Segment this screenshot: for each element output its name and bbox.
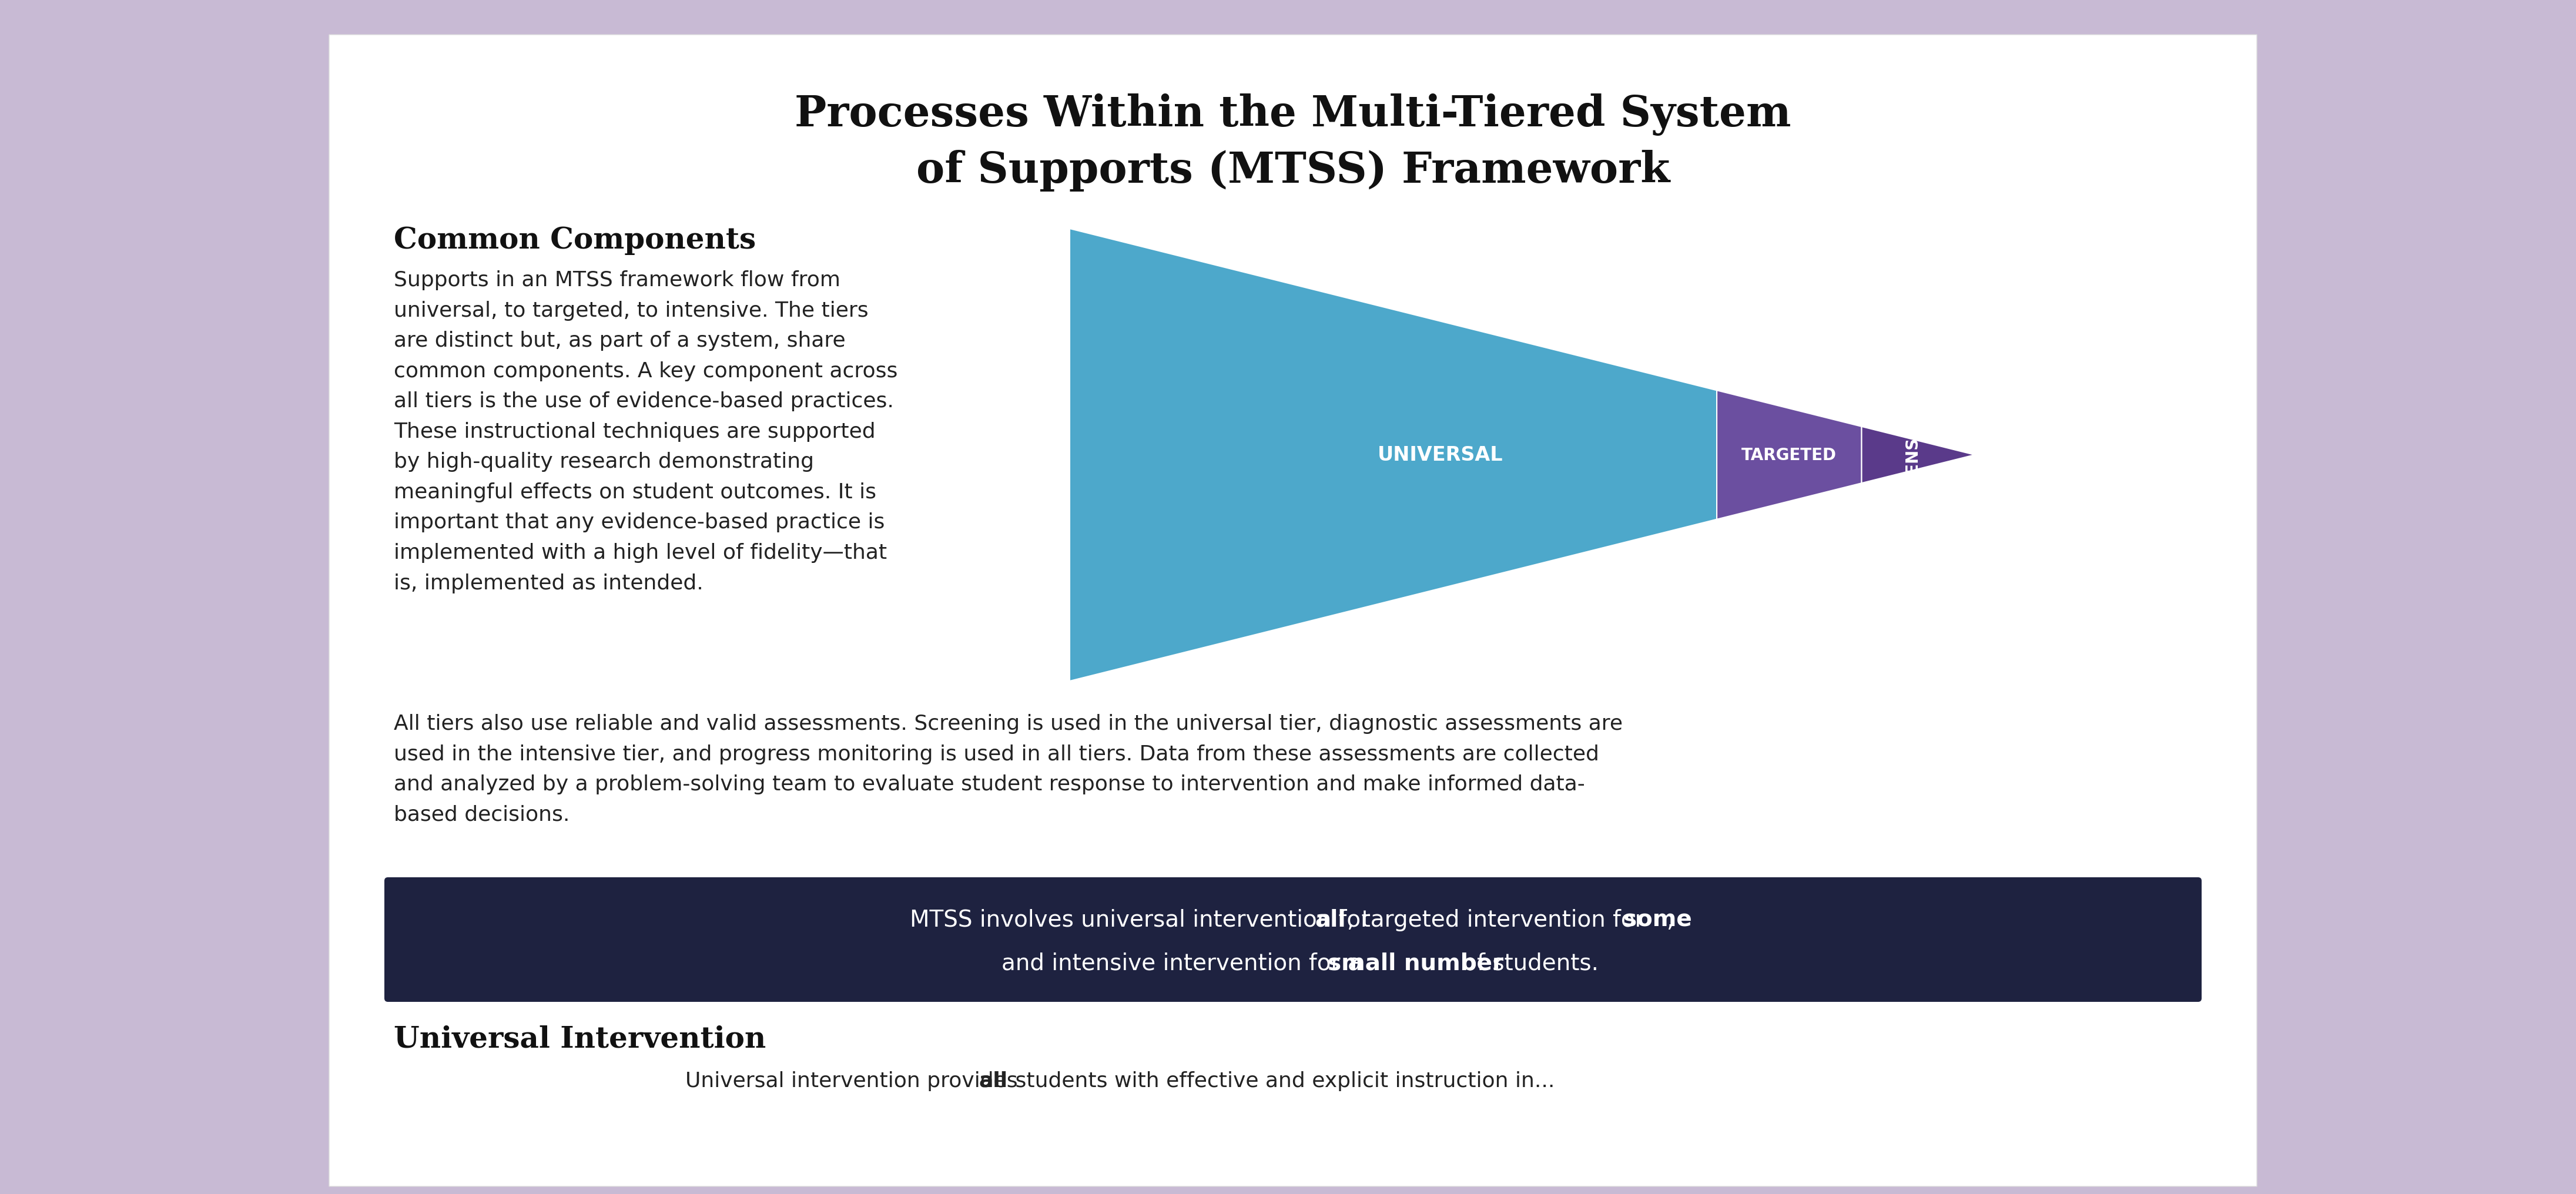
Text: Universal Intervention: Universal Intervention <box>394 1024 765 1053</box>
Polygon shape <box>1716 390 1862 519</box>
Text: Supports in an MTSS framework flow from
universal, to targeted, to intensive. Th: Supports in an MTSS framework flow from … <box>394 270 896 593</box>
Polygon shape <box>1862 427 1976 484</box>
Polygon shape <box>1069 229 1716 682</box>
Text: all: all <box>979 1071 1007 1090</box>
Text: all: all <box>1314 909 1345 931</box>
FancyBboxPatch shape <box>384 878 2202 1002</box>
Text: students with effective and explicit instruction in...: students with effective and explicit ins… <box>1010 1071 1556 1090</box>
Text: Processes Within the Multi-Tiered System: Processes Within the Multi-Tiered System <box>796 93 1790 136</box>
Text: , targeted intervention for: , targeted intervention for <box>1347 909 1651 931</box>
Text: and intensive intervention for a: and intensive intervention for a <box>1002 952 1368 974</box>
FancyBboxPatch shape <box>330 36 2257 1187</box>
Text: MTSS involves universal intervention for: MTSS involves universal intervention for <box>909 909 1378 931</box>
Text: INTENSIVE: INTENSIVE <box>1904 407 1922 504</box>
Text: some: some <box>1623 909 1692 931</box>
Text: UNIVERSAL: UNIVERSAL <box>1378 445 1502 464</box>
Text: TARGETED: TARGETED <box>1741 447 1837 463</box>
Text: Universal intervention provides: Universal intervention provides <box>685 1071 1025 1090</box>
Text: of students.: of students. <box>1455 952 1600 974</box>
Text: ,: , <box>1667 909 1674 931</box>
Text: All tiers also use reliable and valid assessments. Screening is used in the univ: All tiers also use reliable and valid as… <box>394 714 1623 824</box>
Text: small number: small number <box>1327 952 1504 974</box>
Text: Common Components: Common Components <box>394 226 755 254</box>
Text: of Supports (MTSS) Framework: of Supports (MTSS) Framework <box>917 149 1669 191</box>
